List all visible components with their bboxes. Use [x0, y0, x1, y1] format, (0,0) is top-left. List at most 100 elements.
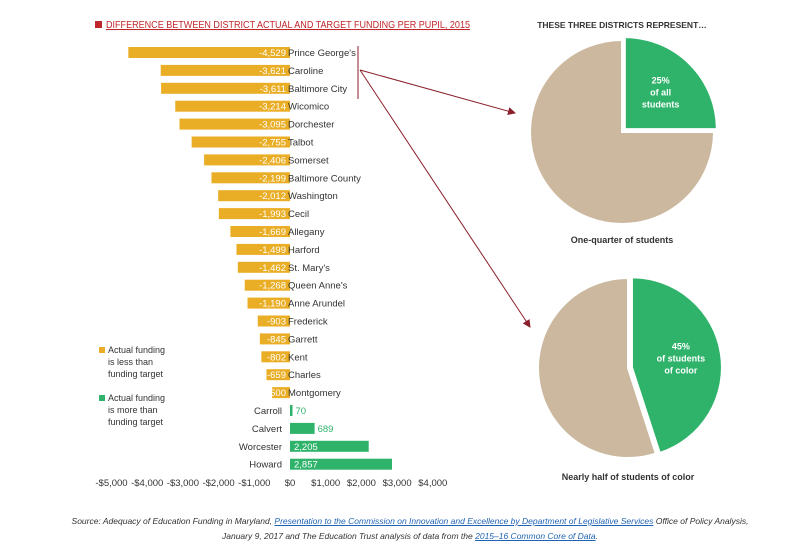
district-label: Prince George's: [288, 48, 356, 59]
x-tick-label: $3,000: [383, 478, 412, 489]
x-tick-label: -$3,000: [167, 478, 199, 489]
pie-slice-label: of students: [657, 354, 706, 364]
legend-label: is less than: [108, 357, 153, 367]
bar-value-label: 689: [318, 424, 334, 435]
bar-value-label: -845: [267, 334, 286, 345]
bar-chart-title: DIFFERENCE BETWEEN DISTRICT ACTUAL AND T…: [106, 19, 470, 31]
district-label: Cecil: [288, 209, 309, 220]
bar-value-label: -4,529: [259, 48, 286, 59]
legend-swatch: [99, 347, 105, 353]
bar: [244, 279, 290, 291]
bar-value-label: -2,406: [259, 155, 286, 166]
x-axis: -$5,000 -$4,000 -$3,000 -$2,000 -$1,000 $0 $1,…: [95, 478, 447, 489]
bar: [160, 64, 290, 76]
district-label: Carroll: [254, 406, 282, 417]
district-label: St. Mary's: [288, 263, 330, 274]
bar: [257, 315, 290, 327]
district-label: Dorchester: [288, 120, 334, 131]
legend-label: Actual funding: [108, 345, 165, 355]
pie-chart-all-students: THESE THREE DISTRICTS REPRESENT… 25% of al…: [529, 20, 718, 245]
district-label: Frederick: [288, 317, 328, 328]
bar-value-label: -1,669: [259, 227, 286, 238]
bar-value-label: -1,993: [259, 209, 286, 220]
source-note: Source: Adequacy of Education Funding in…: [40, 514, 780, 544]
pie-slice: [537, 276, 658, 459]
pie-slice-label: 45%: [672, 342, 690, 352]
bar-value-label: -500: [267, 388, 286, 399]
pie-slice: [529, 38, 716, 225]
bar: [290, 440, 369, 452]
bar-value-label: -802: [267, 352, 286, 363]
source-link-presentation[interactable]: Presentation to the Commission on Innova…: [274, 516, 654, 526]
x-tick-label: $1,000: [311, 478, 340, 489]
district-label: Charles: [288, 370, 321, 381]
bar-value-label: -1,190: [259, 299, 286, 310]
bar: [218, 190, 290, 202]
bar-value-label: -3,621: [259, 66, 286, 77]
district-label: Talbot: [288, 138, 314, 149]
bar: [179, 118, 290, 130]
bar-value-label: -2,012: [259, 191, 286, 202]
bar: [237, 261, 290, 273]
bar-value-label: -3,095: [259, 120, 286, 131]
x-tick-label: $0: [285, 478, 296, 489]
district-label: Kent: [288, 352, 308, 363]
legend-label: funding target: [108, 417, 164, 427]
pie-slice-label: of color: [664, 366, 697, 376]
bar-value-label: -2,755: [259, 138, 286, 149]
bar-value-label: -1,268: [259, 281, 286, 292]
bar: [290, 458, 392, 470]
bar: [161, 82, 290, 94]
legend-label: Actual funding: [108, 393, 165, 403]
legend-label: funding target: [108, 369, 164, 379]
source-text: .: [595, 531, 598, 541]
x-tick-label: -$4,000: [131, 478, 163, 489]
district-label: Howard: [249, 460, 282, 471]
bar-value-label: -1,499: [259, 245, 286, 256]
bar: [204, 154, 290, 166]
district-label: Washington: [288, 191, 338, 202]
district-label: Montgomery: [288, 388, 341, 399]
bar-value-label: -2,199: [259, 173, 286, 184]
bar: [191, 136, 290, 148]
bar: [247, 297, 290, 309]
district-label: Baltimore County: [288, 173, 361, 184]
source-text: Source: Adequacy of Education Funding in…: [71, 516, 275, 526]
connector-arrow: [359, 69, 531, 328]
bar: [272, 387, 290, 399]
pie-chart-students-of-color: 45% of students of color Nearly half of stu…: [537, 276, 723, 482]
x-tick-label: $2,000: [347, 478, 376, 489]
pie-slice-highlight: [630, 276, 723, 455]
x-tick-label: -$2,000: [202, 478, 234, 489]
district-label: Somerset: [288, 155, 329, 166]
bar: [290, 405, 293, 416]
source-link-common-core[interactable]: 2015–16 Common Core of Data: [475, 531, 596, 541]
district-label: Garrett: [288, 334, 318, 345]
pie-caption: Nearly half of students of color: [562, 472, 695, 482]
district-label: Harford: [288, 245, 320, 256]
legend: Actual funding is less than funding target…: [99, 345, 165, 427]
connector-arrow: [359, 69, 516, 115]
bar: [218, 208, 290, 220]
district-label: Caroline: [288, 66, 323, 77]
pie-slice-label: students: [642, 99, 680, 109]
bar: [261, 351, 290, 363]
bar-value-label: -659: [267, 370, 286, 381]
bar: [128, 47, 290, 58]
pie-slice-label: 25%: [652, 75, 670, 85]
legend-swatch: [99, 395, 105, 401]
x-tick-label: -$5,000: [95, 478, 127, 489]
bar: [230, 226, 290, 237]
district-label: Calvert: [252, 424, 282, 435]
pie-slice-highlight: [623, 36, 718, 131]
bar-value-label: -903: [267, 317, 286, 328]
source-text: January 9, 2017 and The Education Trust …: [222, 531, 476, 541]
funding-gap-bar-chart: DIFFERENCE BETWEEN DISTRICT ACTUAL AND T…: [95, 19, 470, 489]
pie-caption: One-quarter of students: [571, 235, 674, 245]
bar-value-label: -1,462: [259, 263, 286, 274]
bar: [236, 243, 290, 255]
district-label: Worcester: [239, 442, 282, 453]
district-label: Allegany: [288, 227, 325, 238]
district-label: Wicomico: [288, 102, 329, 113]
